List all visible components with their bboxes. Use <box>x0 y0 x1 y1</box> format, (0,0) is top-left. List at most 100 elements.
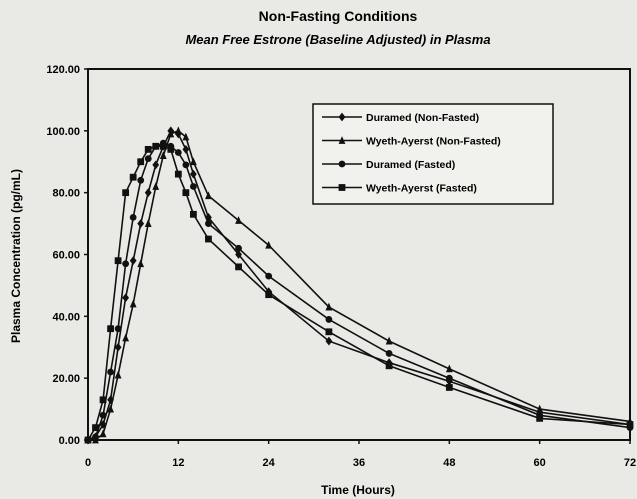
data-point <box>235 250 242 259</box>
x-tick-label: 48 <box>443 457 455 469</box>
data-point <box>144 219 152 227</box>
data-point <box>182 132 190 141</box>
data-point <box>445 384 453 391</box>
data-point <box>129 299 137 308</box>
data-point <box>174 149 182 156</box>
data-point <box>182 161 190 169</box>
data-point <box>536 414 544 422</box>
data-point <box>182 189 190 197</box>
data-point <box>325 328 333 336</box>
y-axis-ticks: 0.00 20.00 40.00 60.00 80.00 100.00 120.00 <box>46 64 88 447</box>
data-point <box>137 158 145 166</box>
data-point <box>385 350 393 357</box>
data-point <box>107 325 114 333</box>
data-point <box>92 433 99 441</box>
data-point <box>144 155 152 163</box>
legend-entry: Wyeth-Ayerst (Non-Fasted) <box>322 136 501 148</box>
legend-entry: Duramed (Fasted) <box>322 159 455 171</box>
data-point <box>174 126 182 135</box>
data-point <box>159 151 167 159</box>
data-point <box>265 272 273 280</box>
legend-marker <box>338 112 346 122</box>
data-point <box>189 169 197 179</box>
x-axis-ticks: 0 12 24 36 48 60 72 <box>85 440 636 469</box>
data-point <box>114 342 122 352</box>
data-point <box>107 404 114 413</box>
y-tick-label: 20.00 <box>52 373 80 385</box>
data-point <box>205 213 212 222</box>
data-point <box>114 257 122 265</box>
data-point <box>189 183 197 190</box>
data-point <box>235 244 242 252</box>
data-point <box>122 333 130 342</box>
data-point <box>325 316 333 323</box>
data-point <box>137 219 145 228</box>
data-point <box>235 263 242 271</box>
x-tick-label: 72 <box>624 457 636 469</box>
data-point <box>235 216 242 224</box>
data-point <box>205 220 212 227</box>
data-point <box>99 429 107 438</box>
data-point <box>205 191 212 200</box>
data-point <box>122 189 130 197</box>
x-tick-label: 0 <box>85 457 91 469</box>
data-point <box>325 302 333 311</box>
data-point <box>182 144 190 154</box>
data-point <box>129 214 137 221</box>
data-point <box>536 404 544 413</box>
data-point <box>445 374 453 382</box>
y-tick-label: 80.00 <box>52 188 80 200</box>
data-point <box>445 364 453 373</box>
data-point <box>385 336 393 345</box>
data-point <box>325 336 333 346</box>
legend-entry: Duramed (Non-Fasted) <box>322 112 479 124</box>
data-point <box>152 182 160 190</box>
legend-marker <box>338 136 346 144</box>
legend-marker <box>338 160 346 168</box>
data-point <box>189 210 197 218</box>
chart-subtitle: Mean Free Estrone (Baseline Adjusted) in… <box>185 32 490 47</box>
y-tick-label: 60.00 <box>52 250 80 262</box>
data-point <box>84 436 92 444</box>
x-tick-label: 36 <box>353 457 365 469</box>
y-tick-label: 0.00 <box>59 435 80 447</box>
legend-label: Wyeth-Ayerst (Non-Fasted) <box>366 136 501 148</box>
data-point <box>167 145 175 153</box>
legend-marker <box>338 184 346 191</box>
data-point <box>167 129 175 138</box>
x-axis-label: Time (Hours) <box>321 483 395 497</box>
data-point <box>129 256 137 266</box>
data-point <box>122 293 130 303</box>
x-tick-label: 24 <box>263 457 276 469</box>
series-4 <box>84 142 634 444</box>
y-tick-label: 40.00 <box>52 311 80 323</box>
y-axis-label: Plasma Concentration (pg/mL) <box>9 169 23 343</box>
data-point <box>265 291 273 299</box>
data-point <box>265 240 273 249</box>
data-point <box>122 260 130 268</box>
x-tick-label: 12 <box>172 457 184 469</box>
data-point <box>159 142 167 150</box>
data-point <box>137 176 145 184</box>
legend-label: Duramed (Fasted) <box>366 159 455 171</box>
data-point <box>385 362 393 370</box>
data-point <box>92 424 99 432</box>
data-point <box>144 145 152 153</box>
legend: Duramed (Non-Fasted) Wyeth-Ayerst (Non-Fa… <box>312 103 554 205</box>
legend-entry: Wyeth-Ayerst (Fasted) <box>322 183 477 195</box>
data-point <box>114 370 122 379</box>
y-tick-label: 100.00 <box>46 126 80 138</box>
chart-title: Non-Fasting Conditions <box>259 8 418 24</box>
data-point <box>152 160 160 170</box>
data-point <box>137 259 145 268</box>
series-layer <box>84 126 634 445</box>
data-point <box>626 421 634 428</box>
data-point <box>99 411 107 419</box>
y-tick-label: 120.00 <box>46 64 80 76</box>
data-point <box>129 173 137 181</box>
data-point <box>114 325 122 333</box>
legend-label: Wyeth-Ayerst (Fasted) <box>366 183 477 195</box>
data-point <box>152 142 160 150</box>
